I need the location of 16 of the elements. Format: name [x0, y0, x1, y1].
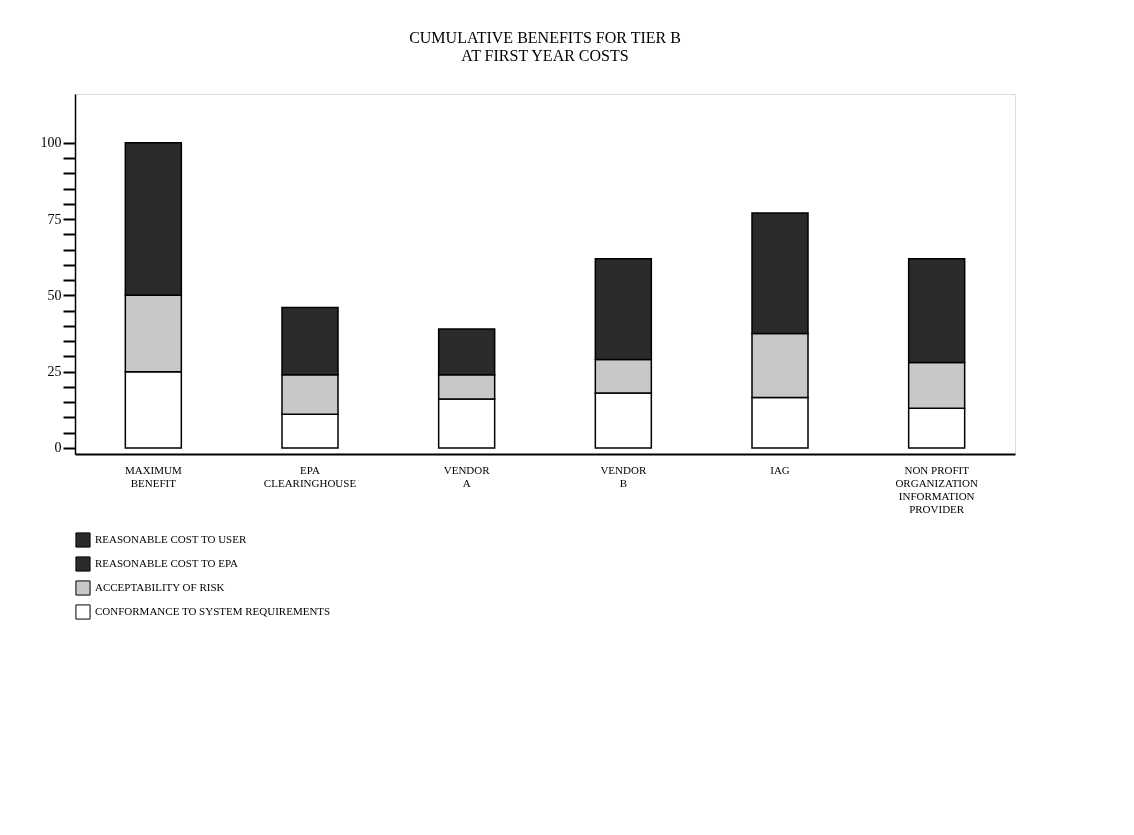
y-tick-label: 50: [47, 287, 62, 303]
x-tick-label: MAXIMUM BENEFIT: [124, 463, 182, 489]
x-tick-label: NON PROFIT ORGANIZATION INFORMATION PROVIDER: [895, 463, 978, 515]
legend-label: REASONABLE COST TO USER: [95, 533, 247, 545]
x-tick-label: EPA CLEARINGHOUSE: [263, 463, 357, 489]
legend-label: ACCEPTABILITY OF RISK: [95, 581, 225, 593]
legend-label: REASONABLE COST TO EPA: [95, 557, 238, 569]
y-tick-label: 0: [54, 440, 62, 456]
legend-label: CONFORMANCE TO SYSTEM REQUIREMENTS: [95, 605, 331, 617]
y-tick-label: 100: [40, 135, 62, 151]
x-tick-label: VENDOR B: [600, 463, 647, 489]
chart-title: CUMULATIVE BENEFITS FOR TIER B AT FIRST YEAR COSTS: [409, 29, 681, 64]
y-tick-label: 25: [47, 364, 62, 380]
x-tick-label: VENDOR A: [443, 463, 491, 489]
x-tick-label: IAG: [770, 463, 790, 476]
y-tick-label: 75: [47, 211, 62, 227]
